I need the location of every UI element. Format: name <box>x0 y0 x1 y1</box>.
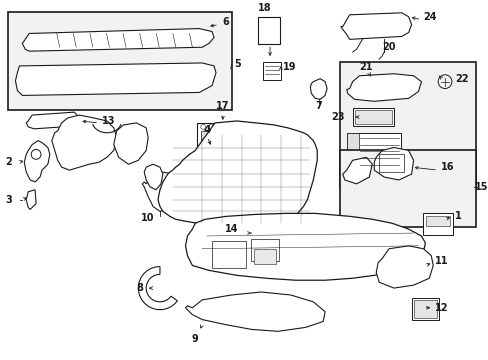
Text: 13: 13 <box>102 116 115 126</box>
Polygon shape <box>144 164 163 190</box>
Text: 3: 3 <box>5 195 12 204</box>
Bar <box>346 133 358 170</box>
Text: 1: 1 <box>454 211 461 221</box>
Polygon shape <box>22 28 214 51</box>
Text: 12: 12 <box>434 303 448 313</box>
Bar <box>254 249 275 264</box>
Text: 11: 11 <box>434 256 448 266</box>
Bar <box>251 219 268 247</box>
Polygon shape <box>375 246 432 288</box>
Polygon shape <box>310 79 326 99</box>
Polygon shape <box>138 266 177 310</box>
Bar <box>413 300 436 318</box>
Text: 2: 2 <box>5 157 12 167</box>
Text: 17: 17 <box>216 101 229 111</box>
Text: 9: 9 <box>192 334 198 344</box>
Bar <box>7 12 231 110</box>
Bar <box>339 62 474 188</box>
Polygon shape <box>24 141 50 182</box>
Polygon shape <box>26 190 36 210</box>
Polygon shape <box>373 148 413 180</box>
Polygon shape <box>114 123 148 164</box>
Polygon shape <box>52 115 117 170</box>
Bar <box>251 239 278 261</box>
Bar <box>423 213 452 235</box>
Bar <box>201 131 238 156</box>
Text: 8: 8 <box>136 283 143 293</box>
Bar <box>354 110 391 124</box>
Text: 22: 22 <box>454 74 468 84</box>
Bar <box>352 108 393 126</box>
Bar <box>426 216 449 226</box>
Text: 16: 16 <box>440 162 454 172</box>
Bar <box>258 17 279 44</box>
Text: 20: 20 <box>382 42 395 52</box>
Text: 24: 24 <box>423 12 436 22</box>
Bar <box>346 133 400 170</box>
Text: 19: 19 <box>282 62 296 72</box>
Bar <box>197 123 248 167</box>
Bar <box>378 154 403 172</box>
Text: 21: 21 <box>359 62 372 72</box>
Text: 5: 5 <box>234 59 241 69</box>
Text: 14: 14 <box>224 224 238 234</box>
Text: 15: 15 <box>473 182 487 192</box>
Polygon shape <box>342 157 371 184</box>
Polygon shape <box>340 13 411 39</box>
Bar <box>263 62 280 80</box>
Text: 23: 23 <box>330 112 344 122</box>
Text: 10: 10 <box>141 213 155 223</box>
Polygon shape <box>26 112 79 129</box>
Bar <box>411 298 438 320</box>
Bar <box>339 150 474 227</box>
Text: 7: 7 <box>315 101 322 111</box>
Bar <box>253 232 266 237</box>
Polygon shape <box>158 121 317 226</box>
Polygon shape <box>16 63 216 95</box>
Bar <box>253 240 266 245</box>
Polygon shape <box>142 172 179 211</box>
Text: 6: 6 <box>222 17 228 27</box>
Text: 4: 4 <box>203 125 210 135</box>
Text: 18: 18 <box>258 3 271 13</box>
Bar <box>212 241 246 269</box>
Polygon shape <box>185 292 325 331</box>
Polygon shape <box>346 74 421 101</box>
Polygon shape <box>185 213 425 280</box>
Bar <box>253 224 266 229</box>
